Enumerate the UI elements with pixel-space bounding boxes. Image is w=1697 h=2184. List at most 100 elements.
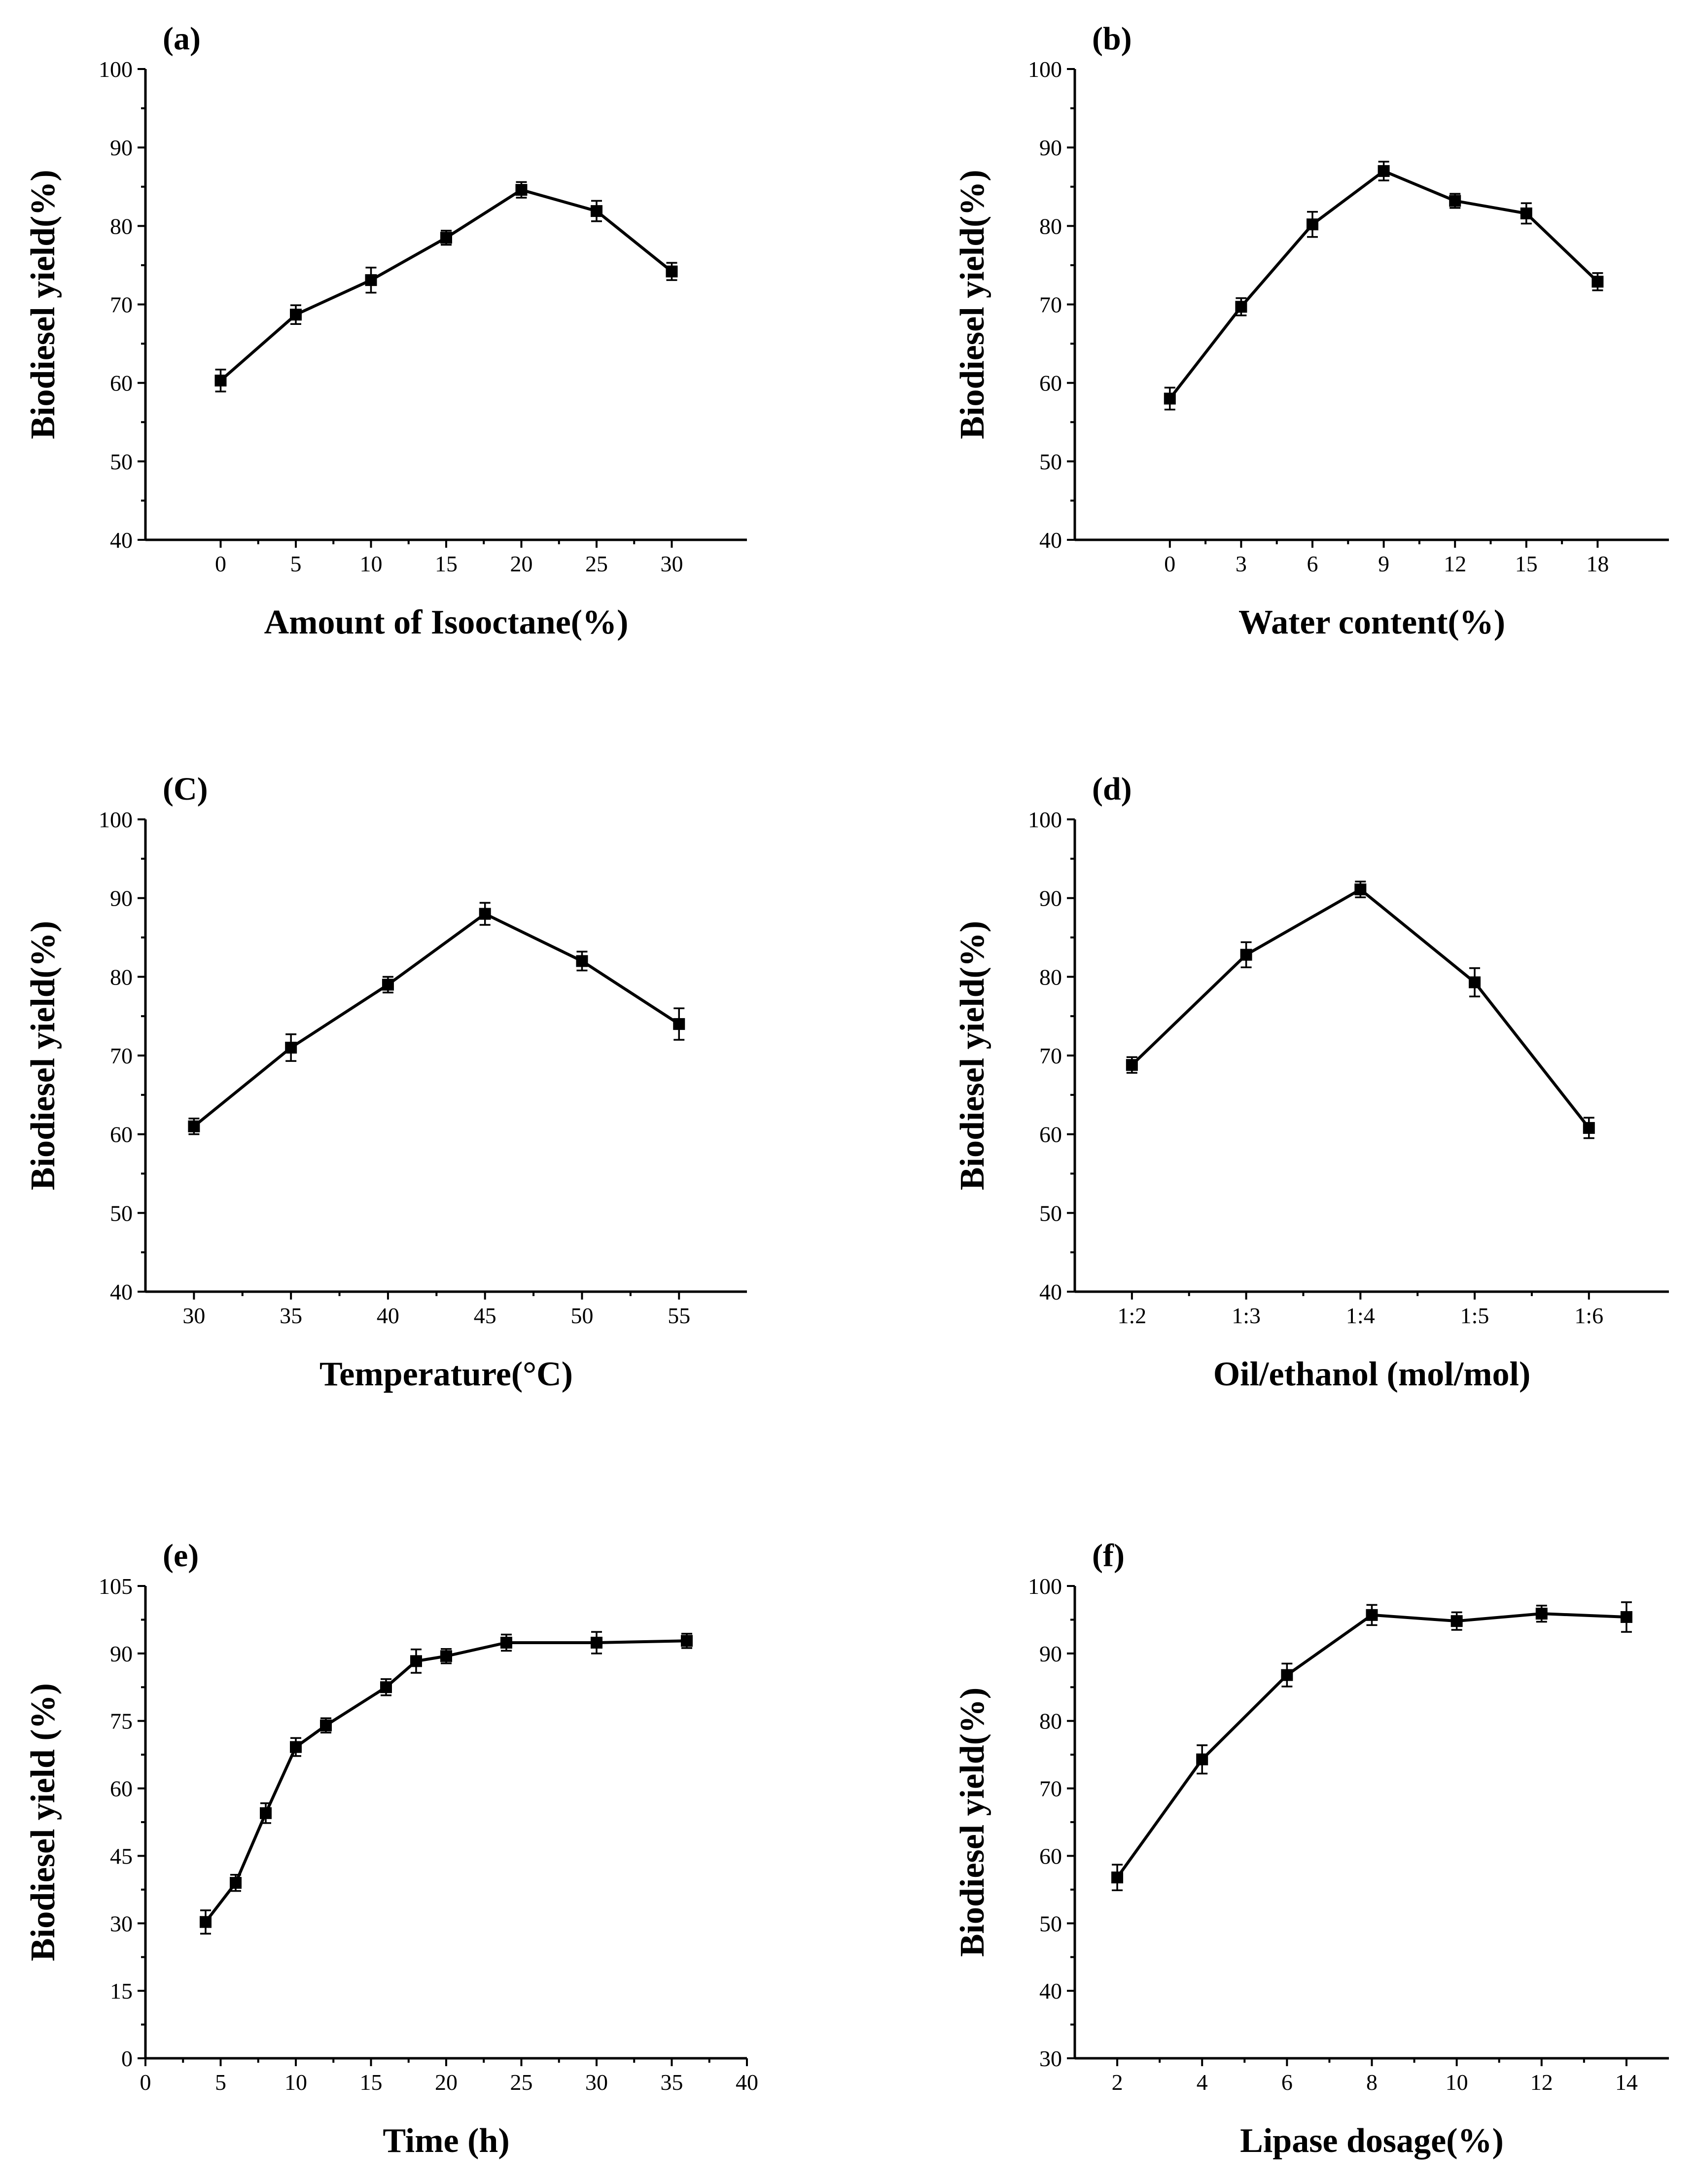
y-tick-label: 105 — [99, 1574, 133, 1599]
y-tick-label: 90 — [1039, 1641, 1062, 1666]
data-point — [1520, 207, 1532, 219]
y-tick-label: 40 — [110, 528, 133, 553]
data-point — [591, 1636, 602, 1649]
data-point — [410, 1655, 422, 1667]
y-tick-label: 60 — [1039, 1843, 1062, 1868]
series-line — [219, 188, 673, 382]
series-line — [1168, 169, 1599, 400]
data-point — [1164, 392, 1176, 405]
data-point — [1620, 1611, 1632, 1623]
x-tick-label: 12 — [1530, 2070, 1553, 2095]
y-tick-label: 40 — [110, 1279, 133, 1304]
data-point — [673, 1018, 685, 1030]
y-tick-label: 70 — [1039, 1776, 1062, 1801]
x-tick-label: 1:2 — [1117, 1303, 1146, 1328]
panel-label: (a) — [163, 21, 201, 57]
y-tick-label: 15 — [110, 1978, 133, 2004]
data-point — [591, 205, 602, 217]
data-point — [440, 1650, 452, 1662]
y-tick-label: 100 — [1028, 807, 1062, 832]
x-tick-label: 20 — [435, 2070, 458, 2095]
data-point — [1378, 165, 1390, 177]
data-point — [1196, 1753, 1208, 1765]
x-tick-label: 25 — [585, 551, 608, 576]
x-tick-label: 55 — [668, 1303, 690, 1328]
series-line — [1116, 1612, 1627, 1878]
y-tick-label: 80 — [110, 964, 133, 989]
y-tick-label: 50 — [110, 1200, 133, 1226]
y-tick-label: 60 — [110, 1776, 133, 1801]
y-tick-label: 80 — [110, 213, 133, 239]
x-tick-label: 35 — [661, 2070, 683, 2095]
data-point — [576, 955, 588, 967]
y-tick-label: 50 — [110, 449, 133, 474]
y-tick-label: 30 — [110, 1911, 133, 1936]
y-tick-label: 70 — [1039, 292, 1062, 317]
y-tick-label: 40 — [1039, 528, 1062, 553]
y-tick-label: 60 — [110, 1122, 133, 1147]
x-tick-label: 14 — [1615, 2070, 1638, 2095]
y-tick-label: 100 — [99, 807, 133, 832]
y-axis-title: Biodiesel yield(%) — [954, 921, 991, 1190]
series-line — [1131, 887, 1591, 1129]
data-point — [1307, 218, 1318, 231]
y-tick-label: 45 — [110, 1843, 133, 1868]
x-tick-label: 35 — [280, 1303, 302, 1328]
y-tick-label: 90 — [1039, 886, 1062, 911]
x-tick-label: 3 — [1236, 551, 1247, 576]
y-tick-label: 60 — [1039, 371, 1062, 396]
chart-panel-a: 40 50 60 70 80 90 100 0 5 10 15 20 25 30 Amount of Iso… — [24, 21, 747, 641]
x-tick-label: 5 — [290, 551, 302, 576]
x-tick-label: 15 — [1515, 551, 1538, 576]
panel-label: (C) — [163, 771, 208, 807]
x-axis-title: Time (h) — [383, 2122, 509, 2160]
chart-panel-b: 40 50 60 70 80 90 100 0 3 6 9 12 15 18 Water content(%… — [954, 21, 1669, 641]
x-tick-label: 20 — [510, 551, 533, 576]
y-tick-label: 80 — [1039, 964, 1062, 989]
data-point — [380, 1681, 392, 1693]
data-point — [188, 1120, 200, 1132]
series-line — [193, 912, 680, 1128]
y-axis-title: Biodiesel yield(%) — [954, 1688, 991, 1957]
x-tick-label: 50 — [570, 1303, 593, 1328]
data-point — [1449, 195, 1461, 207]
data-point — [1240, 949, 1252, 961]
x-tick-label: 10 — [360, 551, 383, 576]
x-tick-label: 15 — [435, 551, 458, 576]
x-tick-label: 1:5 — [1460, 1303, 1489, 1328]
x-tick-label: 8 — [1366, 2070, 1378, 2095]
data-point — [290, 1741, 302, 1753]
data-point — [260, 1807, 272, 1819]
y-tick-label: 60 — [1039, 1122, 1062, 1147]
y-axis-title: Biodiesel yield(%) — [24, 921, 62, 1190]
x-tick-label: 0 — [215, 551, 226, 576]
data-point — [515, 184, 528, 196]
panel-label: (e) — [163, 1538, 199, 1574]
y-tick-label: 80 — [1039, 213, 1062, 239]
y-tick-label: 30 — [1039, 2046, 1062, 2071]
x-tick-label: 0 — [1164, 551, 1175, 576]
x-tick-label: 6 — [1281, 2070, 1293, 2095]
x-tick-label: 12 — [1444, 551, 1466, 576]
x-tick-label: 10 — [284, 2070, 307, 2095]
data-point — [214, 374, 227, 387]
data-point — [1366, 1609, 1378, 1621]
x-tick-label: 25 — [510, 2070, 533, 2095]
x-tick-label: 30 — [661, 551, 683, 576]
y-tick-label: 90 — [1039, 135, 1062, 160]
y-tick-label: 100 — [1028, 1574, 1062, 1599]
x-tick-label: 10 — [1446, 2070, 1468, 2095]
data-point — [500, 1636, 512, 1649]
y-tick-label: 50 — [1039, 1911, 1062, 1936]
y-tick-label: 90 — [110, 1641, 133, 1666]
y-tick-label: 100 — [99, 57, 133, 82]
chart-panel-f: 30 40 50 60 70 80 90 100 2 4 6 8 10 12 14 Lipase dosage… — [954, 1538, 1669, 2160]
y-tick-label: 70 — [110, 1043, 133, 1068]
data-point — [285, 1042, 297, 1054]
data-point — [1354, 883, 1367, 896]
data-point — [1583, 1122, 1595, 1134]
panel-label: (d) — [1092, 771, 1132, 807]
data-point — [1111, 1871, 1124, 1884]
x-tick-label: 2 — [1112, 2070, 1123, 2095]
